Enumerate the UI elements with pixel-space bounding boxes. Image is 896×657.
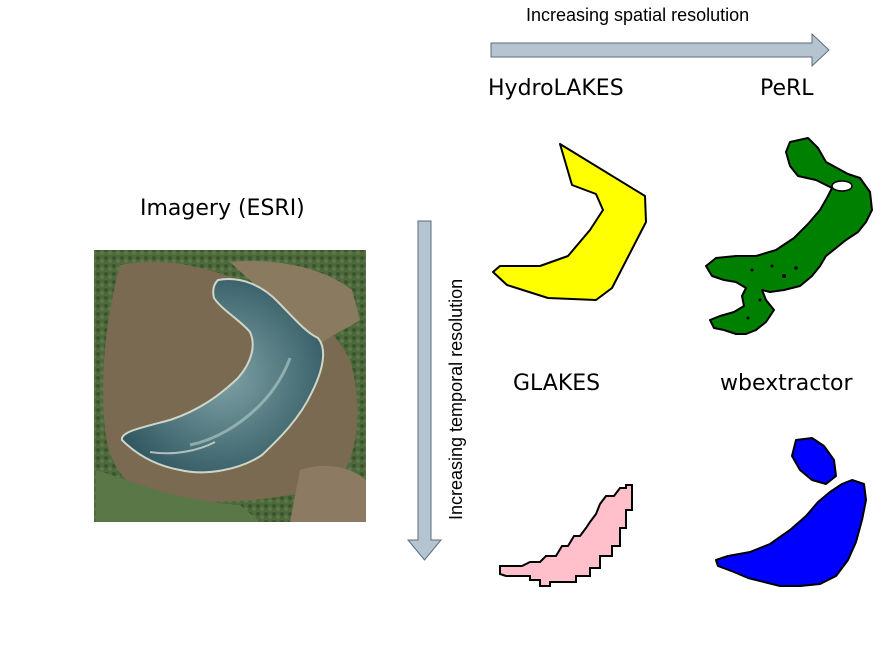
spatial-arrow [490,32,830,68]
esri-imagery [94,250,366,522]
temporal-arrow [406,220,443,561]
glakes-title: GLAKES [513,371,601,396]
glakes-shape [499,484,633,587]
lake-water [120,278,325,474]
hydrolakes-title: HydroLAKES [488,76,624,101]
imagery-title: Imagery (ESRI) [140,196,305,221]
spatial-resolution-label: Increasing spatial resolution [526,5,750,25]
hydrolakes-shape [492,143,647,301]
perl-title: PeRL [760,76,814,101]
wbextractor-shape [715,437,867,587]
wbextractor-title: wbextractor [720,371,853,396]
perl-shape [705,137,873,335]
